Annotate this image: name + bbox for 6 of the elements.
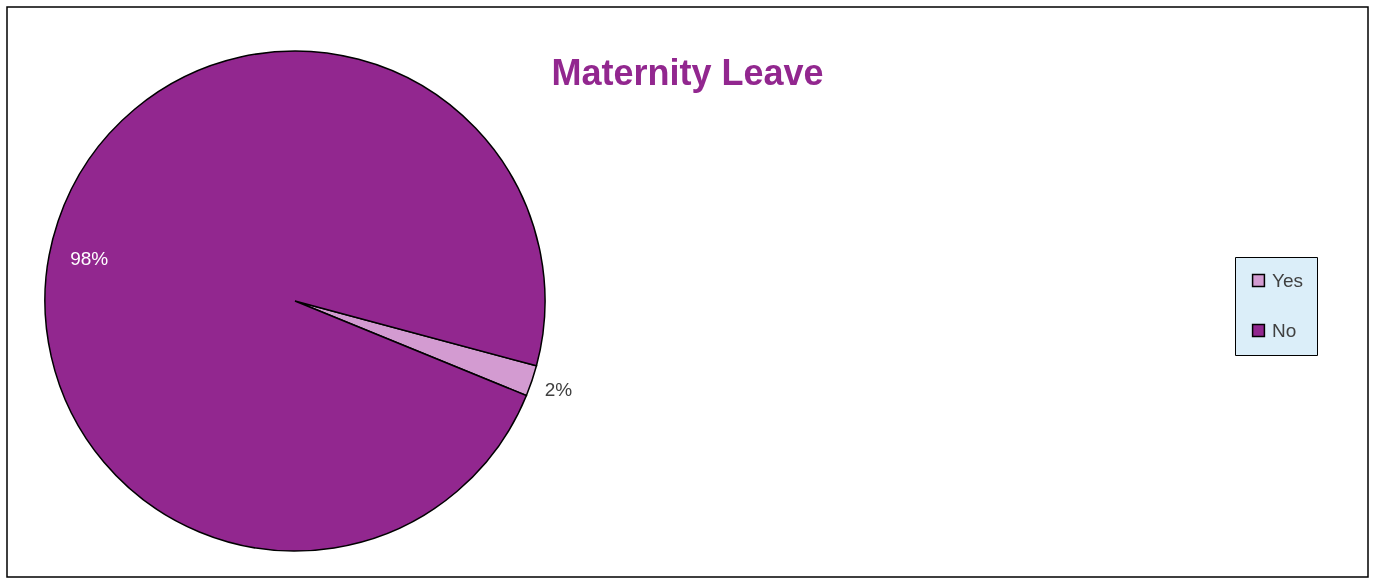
legend-label: Yes <box>1272 269 1303 291</box>
data-label: 98% <box>70 248 109 270</box>
legend-label: No <box>1272 319 1297 341</box>
pie-slice <box>44 50 546 552</box>
data-label: 2% <box>544 378 573 400</box>
chart-title: Maternity Leave <box>551 52 824 93</box>
